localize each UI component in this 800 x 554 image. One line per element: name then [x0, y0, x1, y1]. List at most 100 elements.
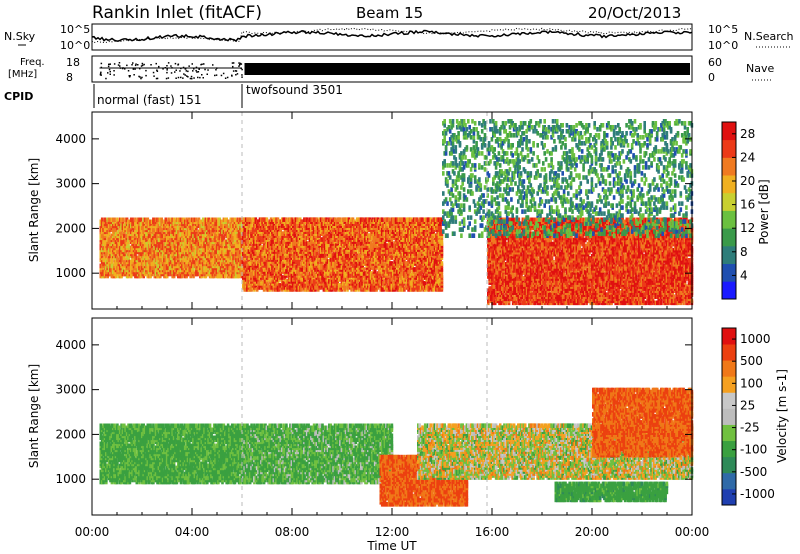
freq-point: [132, 62, 134, 64]
cell: [131, 232, 134, 237]
figure: Rankin Inlet (fitACF) Beam 15 20/Oct/201…: [0, 0, 800, 554]
freq-point: [166, 78, 168, 80]
freq-point: [157, 71, 159, 73]
cell: [123, 256, 126, 261]
nsky-panel: N.Sky 10^5 10^0 10^5 10^0 N.Search: [4, 23, 794, 52]
freq-point: [129, 75, 131, 77]
freq-point: [182, 77, 184, 79]
freq-point: [145, 75, 147, 77]
freq-point: [197, 77, 199, 79]
freq-point: [170, 65, 172, 67]
freq-point: [108, 64, 110, 66]
freq-point: [141, 77, 143, 79]
freq-point: [158, 66, 160, 68]
freq-point: [227, 77, 229, 79]
freq-point: [235, 74, 237, 76]
cell: [160, 218, 163, 223]
freq-point: [216, 74, 218, 76]
freq-point: [233, 70, 235, 72]
freq-point: [107, 72, 109, 74]
freq-point: [166, 72, 168, 74]
nsky-tick-bottom: 10^0: [60, 39, 90, 52]
freq-point: [190, 78, 192, 80]
freq-point: [180, 77, 182, 79]
freq-point: [203, 77, 205, 79]
freq-point: [153, 72, 155, 74]
station-title: Rankin Inlet (fitACF): [92, 3, 262, 23]
freq-point: [231, 75, 233, 77]
power-heatmap: [100, 112, 694, 309]
freq-point: [110, 71, 112, 73]
freq-point: [186, 75, 188, 77]
freq-point: [207, 69, 209, 71]
freq-point: [238, 62, 240, 64]
freq-point: [203, 63, 205, 64]
freq-point: [109, 69, 111, 71]
cell: [113, 218, 116, 223]
freq-point: [241, 74, 243, 76]
freq-point: [108, 66, 110, 68]
nsearch-label: N.Search: [744, 30, 794, 43]
freq-point: [178, 77, 180, 79]
cell: [111, 260, 114, 265]
freq-point: [134, 68, 136, 70]
freq-point: [198, 69, 200, 71]
freq-point: [100, 72, 102, 74]
freq-point: [133, 68, 135, 70]
freq-point: [105, 78, 107, 80]
cell: [116, 218, 119, 223]
freq-point: [156, 63, 158, 65]
freq-point: [198, 71, 200, 73]
freq-point: [233, 62, 235, 64]
cell: [101, 218, 104, 223]
nave-tick-top: 60: [708, 56, 722, 69]
freq-point: [141, 65, 143, 67]
freq-point: [191, 78, 193, 80]
freq-point: [179, 70, 181, 72]
freq-panel: Freq. [MHz] 18 8 60 0 Nave: [8, 56, 774, 84]
freq-point: [119, 62, 121, 64]
cpid-row: CPID normal (fast) 151 twofsound 3501: [4, 83, 343, 108]
freq-point: [195, 70, 197, 72]
cell: [140, 218, 143, 223]
freq-point: [174, 71, 176, 73]
freq-point: [239, 64, 241, 66]
freq-point: [118, 64, 120, 66]
freq-point: [186, 70, 188, 72]
freq-point: [237, 73, 239, 75]
cell: [108, 258, 111, 263]
freq-point: [196, 71, 198, 73]
freq-point: [100, 74, 102, 76]
freq-point: [199, 77, 201, 79]
freq-point: [183, 73, 185, 75]
freq-point: [126, 65, 128, 67]
freq-point: [175, 63, 177, 65]
freq-point: [168, 77, 170, 79]
freq-point: [157, 78, 159, 80]
freq-point: [110, 63, 112, 65]
nave-label: Nave: [746, 62, 774, 75]
freq-point: [201, 64, 203, 66]
freq-tick-bottom: 8: [66, 71, 73, 84]
freq-point: [110, 74, 112, 76]
freq-point: [193, 77, 195, 79]
freq-point: [113, 70, 115, 72]
freq-point: [238, 65, 240, 67]
cell: [165, 218, 168, 223]
freq-point: [212, 64, 214, 66]
freq-point: [241, 69, 243, 71]
cpid-segment-normal: normal (fast) 151: [97, 93, 201, 107]
nave-tick-bottom: 0: [708, 71, 715, 84]
freq-point: [166, 65, 168, 67]
freq-point: [191, 76, 193, 78]
cell: [147, 256, 150, 261]
freq-point: [176, 70, 178, 72]
freq-tick-top: 18: [66, 56, 80, 69]
freq-point: [150, 64, 152, 66]
cpid-segment-twofsound: twofsound 3501: [246, 83, 343, 97]
freq-point: [207, 74, 209, 76]
nsky-line: [92, 31, 692, 42]
freq-point: [139, 76, 141, 78]
freq-point: [204, 69, 206, 71]
cell: [120, 232, 123, 237]
